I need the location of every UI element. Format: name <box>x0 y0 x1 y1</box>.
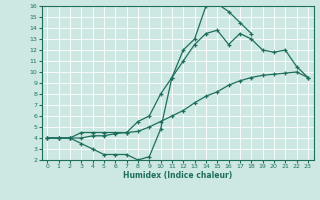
X-axis label: Humidex (Indice chaleur): Humidex (Indice chaleur) <box>123 171 232 180</box>
